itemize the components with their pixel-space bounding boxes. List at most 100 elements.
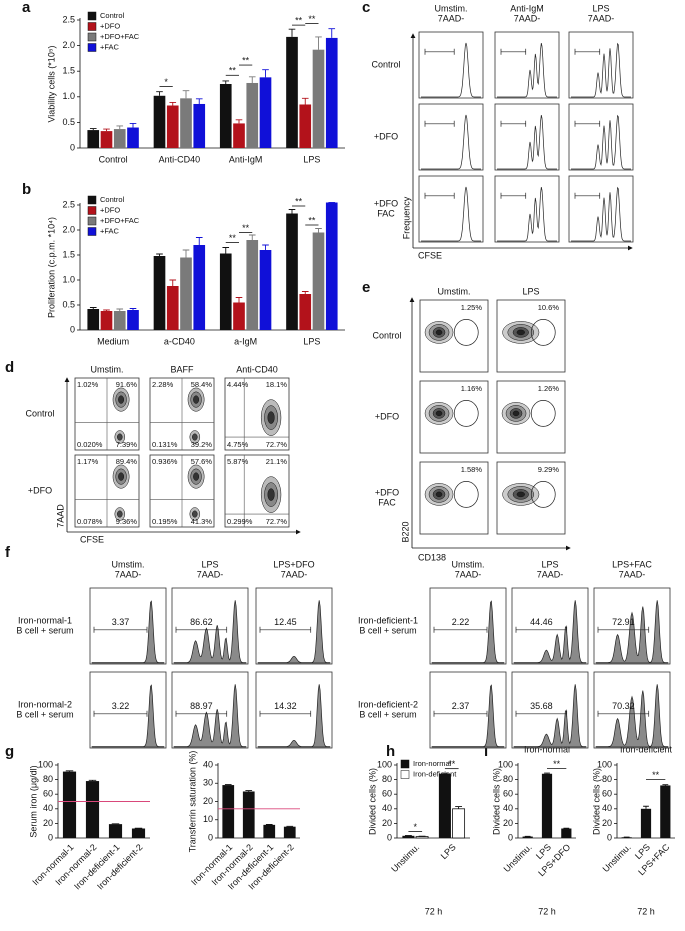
histogram — [431, 600, 505, 664]
bar — [621, 837, 632, 838]
error-bar — [235, 297, 243, 303]
error-bar — [301, 291, 309, 294]
gate-bracket — [433, 710, 488, 717]
contour — [117, 510, 123, 518]
row-label: B cell + serum — [359, 709, 416, 719]
gate-label: 14.32 — [274, 701, 297, 711]
error-bar — [248, 76, 256, 83]
bar — [415, 836, 429, 839]
plot-frame — [224, 454, 290, 528]
y-tick-label: 2.0 — [62, 40, 75, 50]
bar — [452, 808, 466, 839]
y-tick-label: 0 — [387, 832, 392, 842]
gate-bracket — [433, 626, 488, 633]
column-header: LPS — [522, 286, 539, 296]
gate-label: 2.22 — [452, 617, 470, 627]
significance-label: ** — [295, 15, 303, 25]
contour — [435, 410, 443, 417]
quadrant-label: 1.02% — [77, 380, 99, 389]
bar — [660, 785, 671, 838]
bar — [180, 257, 192, 330]
histogram — [257, 600, 331, 664]
y-tick-label: 40 — [382, 803, 392, 813]
y-tick-label: 1.0 — [62, 91, 75, 101]
gate-label: 72.91 — [612, 617, 635, 627]
gate-label: 88.97 — [190, 701, 213, 711]
histogram — [571, 42, 631, 98]
y-tick-label: 20 — [382, 818, 392, 828]
contour — [193, 472, 200, 481]
contour — [192, 433, 198, 441]
y-tick-label: 20 — [602, 818, 612, 828]
column-header: 7AAD- — [588, 13, 615, 23]
bar — [180, 98, 192, 148]
x-tick-label: Unstimu. — [389, 842, 421, 874]
plot-frame — [419, 299, 489, 373]
bar — [166, 105, 179, 148]
column-header: Umstim. — [91, 364, 124, 374]
significance-label: ** — [553, 759, 561, 769]
bar — [286, 36, 298, 149]
error-bar — [129, 308, 137, 310]
row-label: +DFO — [375, 487, 399, 497]
gate-bracket — [93, 710, 148, 717]
row-label: B cell + serum — [16, 625, 73, 635]
gate-label: 3.37 — [112, 617, 130, 627]
error-bar — [169, 101, 177, 106]
column-header: LPS — [541, 559, 558, 569]
error-bar — [262, 69, 269, 78]
significance-label: ** — [308, 14, 316, 24]
column-header: 7AAD- — [281, 569, 308, 579]
panel-letter: a — [22, 0, 31, 16]
panel-letter: f — [5, 544, 11, 561]
gate-label: 2.37 — [452, 701, 470, 711]
x-tick-label: LPS — [303, 336, 320, 346]
quadrant-label: 0.936% — [152, 457, 178, 466]
bar — [233, 123, 245, 148]
bar — [263, 824, 276, 838]
plot-frame — [494, 175, 560, 243]
gate-label: 1.26% — [538, 384, 560, 393]
error-bar — [129, 122, 137, 128]
column-header: Umstim. — [435, 3, 468, 13]
histogram — [173, 684, 247, 748]
gate-label: 10.6% — [538, 303, 560, 312]
bar — [299, 104, 312, 148]
bar — [259, 250, 272, 330]
contour — [118, 472, 125, 481]
x-axis-label: CFSE — [418, 250, 442, 260]
row-label: B cell + serum — [16, 709, 73, 719]
gate-bracket — [175, 626, 228, 633]
x-axis-label: 72 h — [425, 906, 443, 916]
x-axis-label: 72 h — [538, 906, 556, 916]
error-bar — [288, 28, 296, 37]
significance-label: ** — [295, 196, 303, 206]
y-tick-label: 0.5 — [62, 299, 75, 309]
significance-label: ** — [308, 215, 316, 225]
y-axis-label: Proliferation (c.p.m. *10⁴) — [46, 217, 56, 318]
y-tick-label: 0 — [208, 832, 213, 842]
y-tick-label: 60 — [503, 789, 513, 799]
error-bar — [195, 237, 203, 245]
column-header: LPS+FAC — [612, 559, 652, 569]
y-tick-label: 40 — [503, 803, 513, 813]
histogram — [571, 114, 631, 170]
histogram — [497, 43, 557, 98]
row-label: Iron-normal-1 — [18, 615, 72, 625]
plot-frame — [593, 671, 671, 749]
gate-bracket — [515, 710, 568, 717]
error-bar — [643, 805, 649, 809]
legend-swatch — [87, 32, 97, 42]
bar — [100, 311, 113, 330]
legend-swatch — [87, 11, 97, 21]
gate-label: 1.25% — [461, 303, 483, 312]
x-tick-label: Anti-IgM — [229, 154, 263, 164]
error-bar — [288, 209, 296, 214]
quadrant-label: 72.7% — [266, 517, 288, 526]
error-bar — [224, 784, 232, 786]
gate-bracket — [515, 626, 568, 633]
bar — [193, 103, 206, 148]
y-tick-label: 40 — [203, 759, 213, 769]
row-label: Iron-normal-2 — [18, 699, 72, 709]
